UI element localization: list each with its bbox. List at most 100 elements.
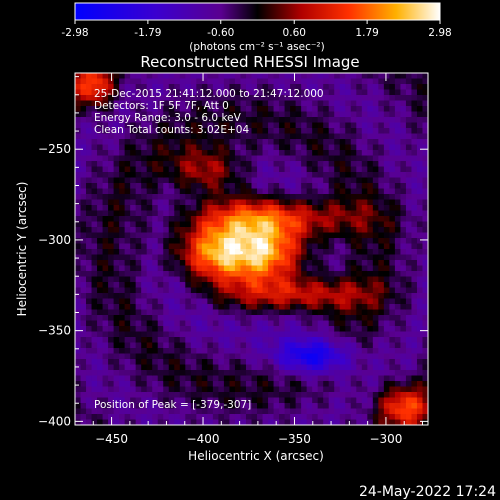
- heatmap-cell: [317, 100, 324, 107]
- heatmap-cell: [317, 320, 324, 327]
- heatmap-cell: [179, 205, 186, 211]
- heatmap-cell: [306, 353, 313, 360]
- heatmap-cell: [234, 315, 241, 321]
- heatmap-cell: [273, 381, 280, 387]
- heatmap-cell: [119, 271, 126, 277]
- heatmap-cell: [317, 375, 324, 382]
- heatmap-cell: [245, 337, 252, 343]
- heatmap-cell: [312, 392, 319, 398]
- heatmap-cell: [273, 304, 280, 310]
- heatmap-cell: [212, 95, 219, 101]
- heatmap-cell: [268, 276, 274, 283]
- heatmap-cell: [97, 144, 103, 151]
- heatmap-cell: [268, 232, 274, 239]
- heatmap-cell: [422, 293, 429, 299]
- heatmap-cell: [234, 128, 241, 134]
- heatmap-cell: [80, 337, 87, 343]
- heatmap-cell: [405, 298, 412, 305]
- heatmap-cell: [361, 419, 368, 426]
- heatmap-cell: [273, 210, 280, 217]
- heatmap-cell: [251, 232, 258, 239]
- heatmap-cell: [356, 166, 363, 173]
- heatmap-cell: [212, 232, 219, 239]
- heatmap-cell: [240, 419, 247, 426]
- heatmap-cell: [268, 315, 274, 321]
- heatmap-cell: [119, 73, 126, 79]
- heatmap-cell: [97, 249, 103, 255]
- heatmap-cell: [141, 194, 148, 200]
- heatmap-cell: [130, 342, 137, 349]
- heatmap-cell: [306, 106, 313, 112]
- heatmap-cell: [102, 293, 109, 299]
- heatmap-cell: [345, 100, 352, 107]
- heatmap-cell: [86, 364, 92, 371]
- heatmap-cell: [75, 144, 81, 151]
- heatmap-cell: [146, 133, 153, 140]
- heatmap-cell: [361, 260, 368, 266]
- heatmap-cell: [179, 254, 186, 261]
- heatmap-cell: [196, 166, 203, 173]
- heatmap-cell: [80, 177, 87, 184]
- heatmap-cell: [295, 265, 302, 272]
- heatmap-cell: [339, 227, 346, 233]
- heatmap-cell: [372, 364, 379, 371]
- heatmap-cell: [130, 227, 137, 233]
- heatmap-cell: [301, 342, 308, 349]
- heatmap-cell: [350, 414, 357, 420]
- heatmap-cell: [245, 243, 252, 250]
- heatmap-cell: [279, 331, 285, 338]
- heatmap-cell: [80, 232, 87, 239]
- heatmap-cell: [367, 95, 374, 101]
- heatmap-cell: [119, 309, 126, 316]
- heatmap-cell: [279, 298, 285, 305]
- heatmap-cell: [223, 144, 230, 151]
- heatmap-cell: [405, 95, 412, 101]
- heatmap-cell: [113, 298, 120, 305]
- heatmap-cell: [367, 282, 374, 288]
- heatmap-cell: [378, 73, 385, 79]
- x-tick-label: −300: [369, 432, 402, 446]
- heatmap-cell: [130, 111, 137, 118]
- heatmap-cell: [350, 315, 357, 321]
- heatmap-cell: [223, 150, 230, 156]
- heatmap-cell: [207, 166, 214, 173]
- heatmap-cell: [317, 172, 324, 178]
- heatmap-cell: [416, 419, 423, 426]
- heatmap-cell: [317, 348, 324, 354]
- heatmap-cell: [119, 298, 126, 305]
- heatmap-cell: [290, 331, 297, 338]
- heatmap-cell: [218, 238, 225, 244]
- heatmap-cell: [179, 260, 186, 266]
- heatmap-cell: [383, 298, 390, 305]
- heatmap-cell: [251, 106, 258, 112]
- heatmap-cell: [295, 342, 302, 349]
- heatmap-cell: [328, 375, 335, 382]
- heatmap-cell: [146, 271, 153, 277]
- heatmap-cell: [86, 100, 92, 107]
- heatmap-cell: [400, 139, 407, 145]
- heatmap-cell: [339, 188, 346, 195]
- heatmap-cell: [273, 150, 280, 156]
- heatmap-cell: [416, 276, 423, 283]
- heatmap-cell: [108, 89, 115, 96]
- heatmap-cell: [75, 397, 81, 404]
- heatmap-cell: [234, 282, 241, 288]
- heatmap-cell: [218, 183, 225, 189]
- heatmap-cell: [102, 122, 109, 129]
- heatmap-cell: [279, 353, 285, 360]
- heatmap-cell: [179, 271, 186, 277]
- heatmap-cell: [218, 161, 225, 167]
- heatmap-cell: [190, 309, 197, 316]
- heatmap-cell: [229, 139, 236, 145]
- heatmap-cell: [240, 254, 247, 261]
- heatmap-cell: [301, 293, 308, 299]
- heatmap-cell: [102, 359, 109, 365]
- heatmap-cell: [350, 293, 357, 299]
- heatmap-cell: [378, 392, 385, 398]
- heatmap-cell: [284, 320, 291, 327]
- heatmap-cell: [284, 304, 291, 310]
- heatmap-cell: [356, 370, 363, 376]
- heatmap-cell: [345, 161, 352, 167]
- heatmap-cell: [400, 84, 407, 90]
- heatmap-cell: [367, 232, 374, 239]
